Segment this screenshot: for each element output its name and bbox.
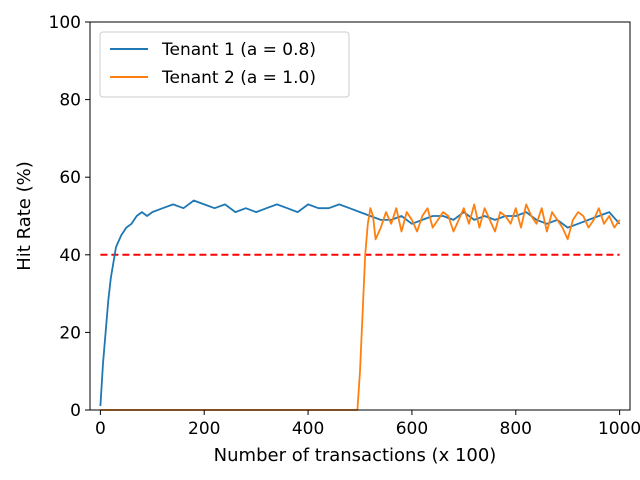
series-line-tenant-2 xyxy=(100,203,621,411)
y-tick-label-0: 0 xyxy=(70,401,81,421)
y-tick-label-100: 100 xyxy=(49,13,81,33)
legend: Tenant 1 (a = 0.8) Tenant 2 (a = 1.0) xyxy=(99,31,350,98)
y-tick-label-60: 60 xyxy=(59,168,81,188)
x-tick-label-0: 0 xyxy=(95,419,106,439)
y-tick-label-40: 40 xyxy=(59,246,81,266)
x-tick-label-1000: 1000 xyxy=(598,419,640,439)
series-line-tenant-1 xyxy=(99,199,621,407)
x-tick-label-200: 200 xyxy=(188,419,220,439)
legend-box xyxy=(99,31,350,98)
legend-label-tenant-1: Tenant 1 (a = 0.8) xyxy=(161,40,316,60)
y-tick-label-20: 20 xyxy=(59,323,81,343)
y-tick-label-80: 80 xyxy=(59,91,81,111)
y-axis-label: Hit Rate (%) xyxy=(14,161,35,270)
x-tick-label-800: 800 xyxy=(500,419,532,439)
x-tick-label-400: 400 xyxy=(292,419,324,439)
x-axis-label: Number of transactions (x 100) xyxy=(214,445,497,466)
x-tick-label-600: 600 xyxy=(396,419,428,439)
plot-frame xyxy=(89,21,631,411)
legend-label-tenant-2: Tenant 2 (a = 1.0) xyxy=(161,68,316,88)
